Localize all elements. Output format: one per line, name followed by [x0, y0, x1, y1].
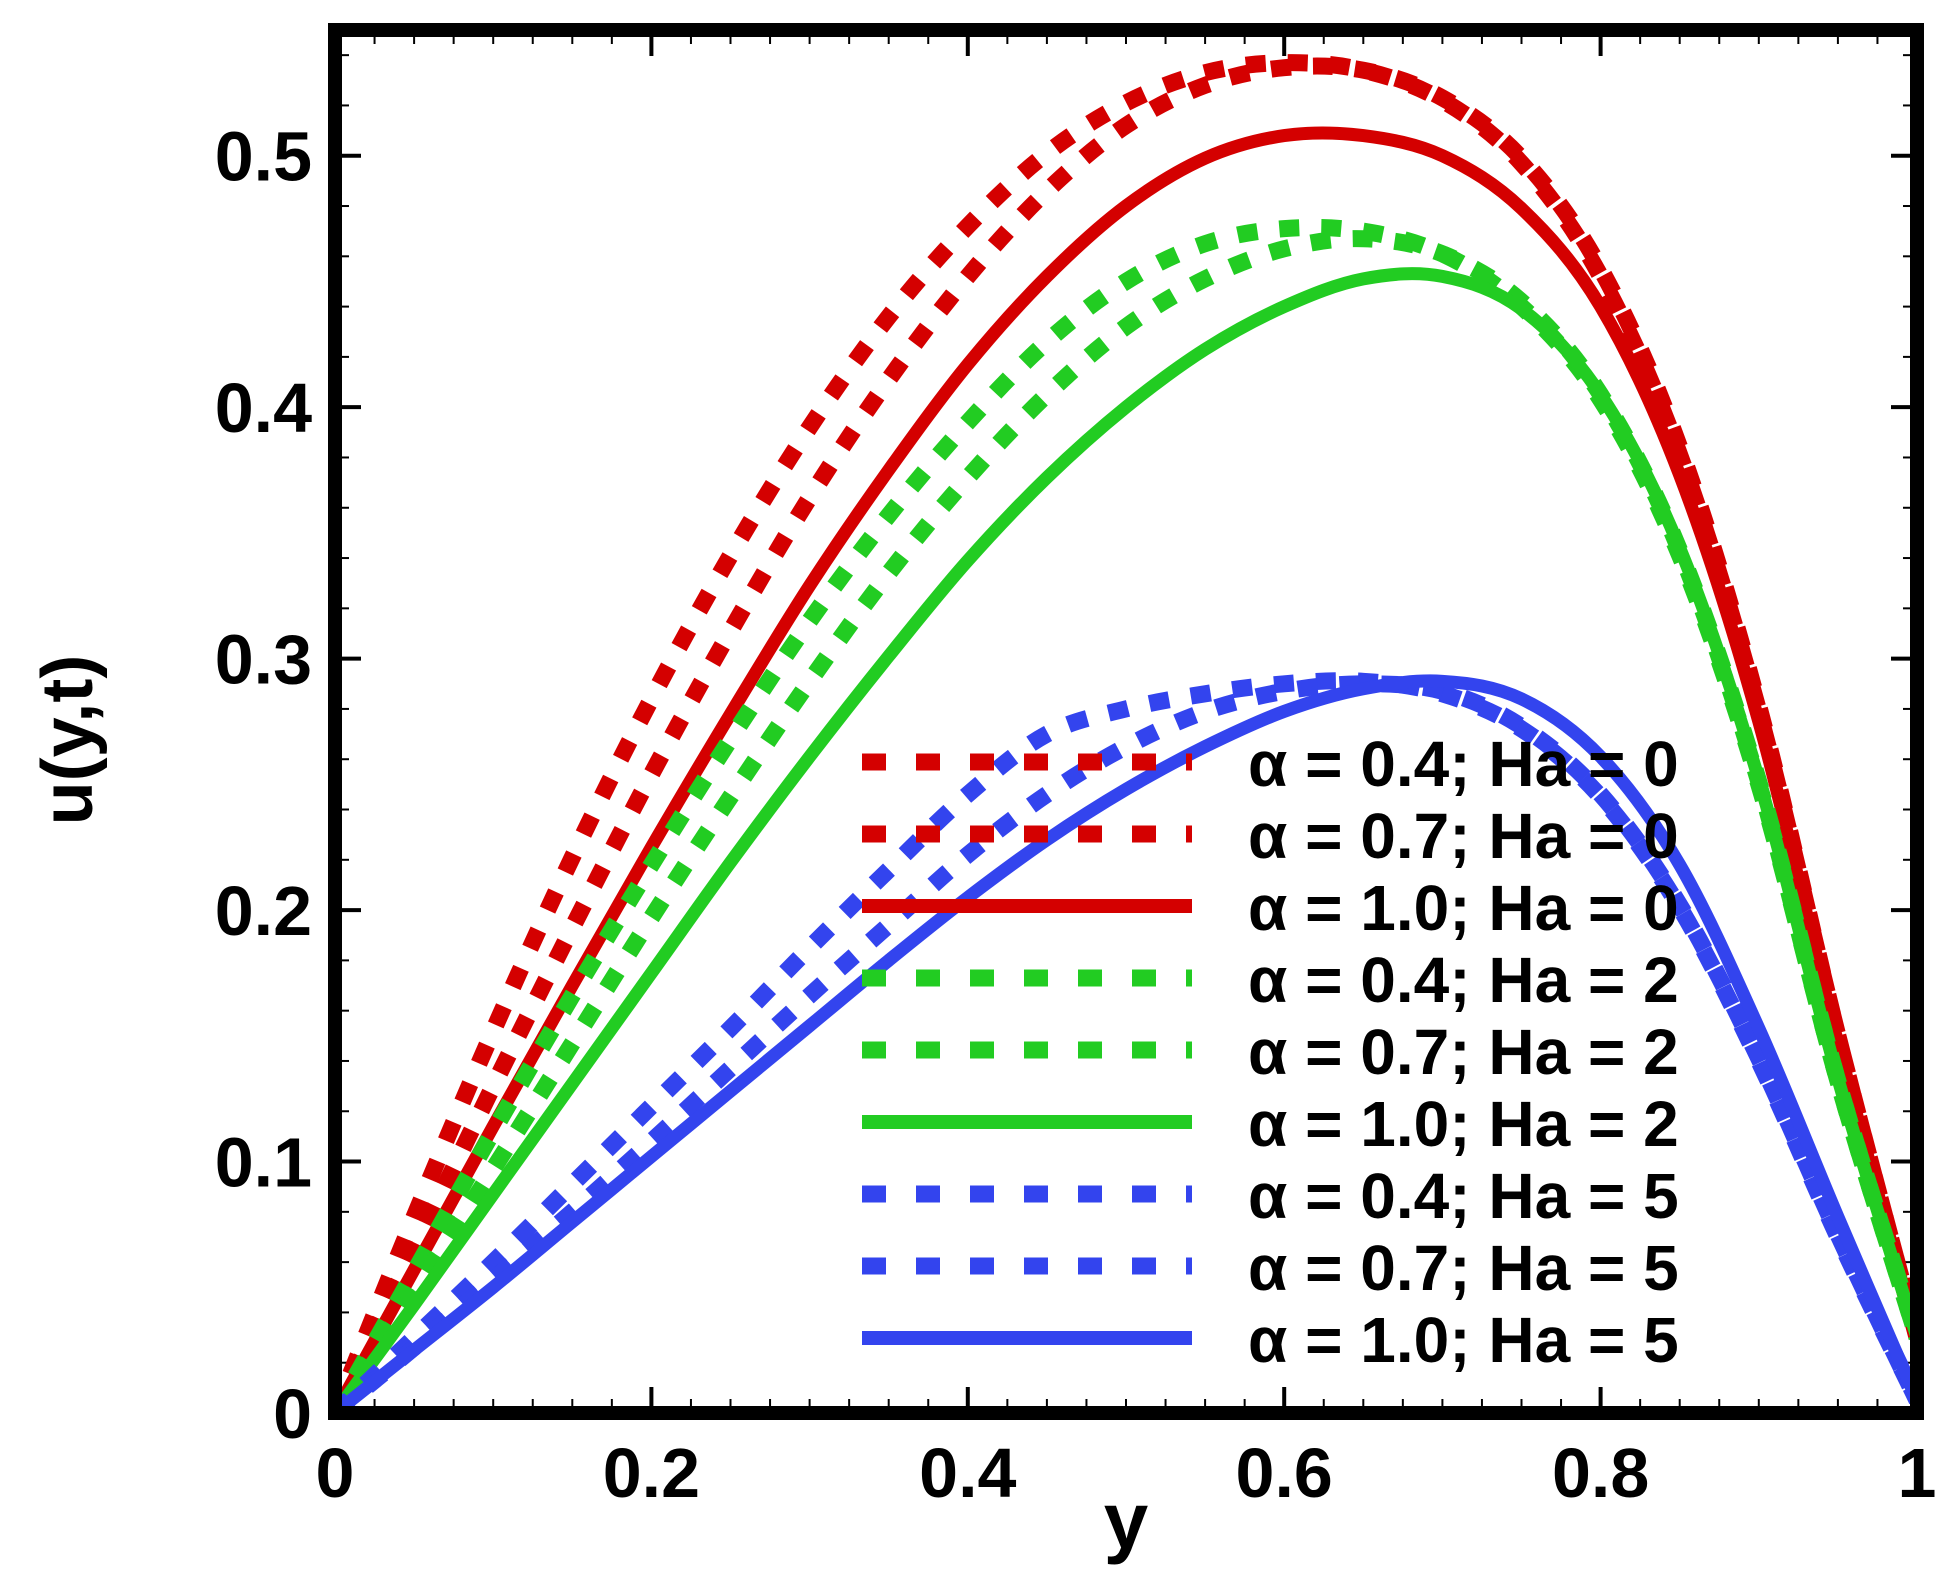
series-line-8 [335, 675, 1917, 1413]
legend-label-8: α = 0.7; Ha = 5 [1248, 1232, 1679, 1304]
x-tick-label: 0.2 [603, 1434, 700, 1512]
y-tick-labels: 0 0.1 0.2 0.3 0.4 0.5 [215, 118, 312, 1453]
legend-label-9: α = 1.0; Ha = 5 [1248, 1304, 1679, 1376]
plot-area [335, 54, 1917, 1413]
legend-label-5: α = 0.7; Ha = 2 [1248, 1016, 1679, 1088]
series-line-2 [335, 57, 1917, 1413]
x-tick-label: 1 [1898, 1434, 1937, 1512]
y-tick-label: 0 [273, 1375, 312, 1453]
plot-frame [328, 23, 1924, 1420]
y-axis-label: u(y,t) [28, 655, 108, 826]
y-tick-label: 0.4 [215, 369, 312, 447]
x-tick-label: 0 [316, 1434, 355, 1512]
legend-label-2: α = 0.7; Ha = 0 [1248, 800, 1679, 872]
legend-label-6: α = 1.0; Ha = 2 [1248, 1088, 1679, 1160]
series-line-6 [335, 267, 1917, 1413]
legend-label-3: α = 1.0; Ha = 0 [1248, 872, 1679, 944]
legend: α = 0.4; Ha = 0α = 0.7; Ha = 0α = 1.0; H… [862, 728, 1679, 1376]
y-tick-label: 0.1 [215, 1124, 312, 1202]
y-tick-label: 0.5 [215, 118, 312, 196]
legend-label-1: α = 0.4; Ha = 0 [1248, 728, 1679, 800]
x-axis-label: y [1104, 1476, 1149, 1565]
x-tick-labels: 0 0.2 0.4 0.6 0.8 1 [316, 1434, 1937, 1512]
x-tick-label: 0.4 [919, 1434, 1016, 1512]
series-line-1 [335, 54, 1917, 1413]
series-line-9 [335, 674, 1917, 1413]
series-layer [335, 54, 1917, 1413]
y-tick-label: 0.3 [215, 621, 312, 699]
y-tick-label: 0.2 [215, 872, 312, 950]
x-tick-label: 0.8 [1552, 1434, 1649, 1512]
legend-label-4: α = 0.4; Ha = 2 [1248, 944, 1679, 1016]
x-tick-label: 0.6 [1236, 1434, 1333, 1512]
legend-label-7: α = 0.4; Ha = 5 [1248, 1160, 1679, 1232]
